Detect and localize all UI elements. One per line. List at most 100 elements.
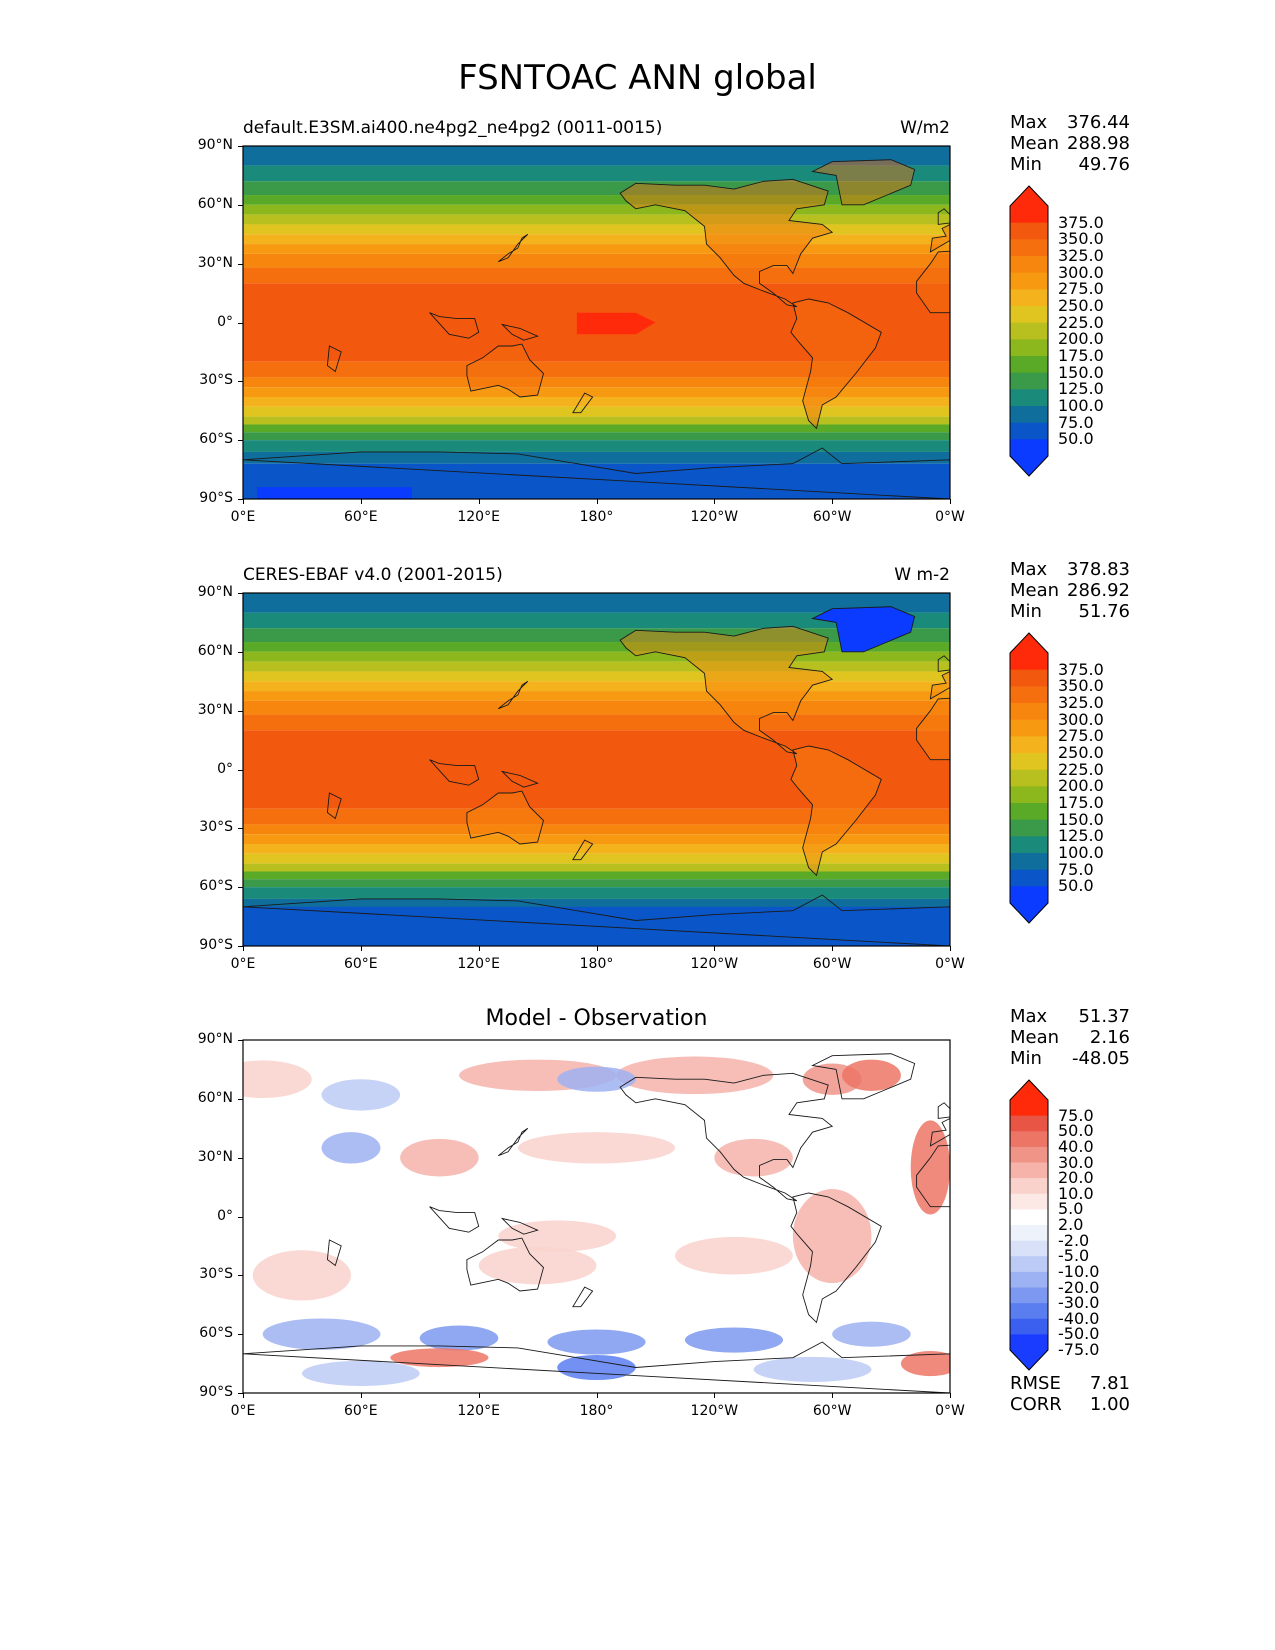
- colorbar-tick-label: -40.0: [1058, 1308, 1100, 1328]
- coastline: [929, 1117, 950, 1147]
- map-band: [243, 714, 950, 731]
- lon-tick-mark: [478, 1393, 480, 1398]
- colorbar-segment: [1010, 869, 1048, 887]
- panel-title-left: CERES-EBAF v4.0 (2001-2015): [243, 565, 503, 585]
- lon-tick-label: 60°E: [343, 956, 378, 972]
- map-band: [243, 397, 950, 407]
- coastline: [937, 1102, 950, 1119]
- lon-tick-mark: [950, 946, 951, 951]
- colorbar-extend-top: [1010, 186, 1048, 206]
- colorbar-tick-label: 275.0: [1058, 279, 1104, 299]
- colorbar-segment: [1010, 1100, 1048, 1117]
- colorbar-tick-label: 225.0: [1058, 759, 1104, 779]
- colorbar-extend-bottom: [1010, 1350, 1048, 1370]
- map-band: [243, 853, 950, 864]
- lon-tick-mark: [596, 1393, 598, 1398]
- colorbar-segment: [1010, 222, 1048, 240]
- colorbar-tick-label: 40.0: [1058, 1136, 1094, 1156]
- colorbar-tick-label: 125.0: [1058, 379, 1104, 399]
- colorbar-segment: [1010, 256, 1048, 274]
- colorbar-segment: [1010, 669, 1048, 687]
- map-band: [243, 879, 950, 888]
- colorbar-segment: [1010, 289, 1048, 307]
- lon-tick-mark: [360, 499, 362, 504]
- map-band: [243, 661, 950, 672]
- lat-tick-label: 60°S: [199, 431, 233, 448]
- anomaly-region: [252, 1250, 352, 1301]
- colorbar-tick-label: 20.0: [1058, 1168, 1094, 1188]
- colorbar-segment: [1010, 356, 1048, 374]
- coastline: [243, 447, 950, 499]
- map-band: [243, 424, 950, 433]
- anomaly-region: [910, 1120, 950, 1215]
- lat-tick-mark: [238, 499, 243, 500]
- colorbar-segment: [1010, 1209, 1048, 1226]
- colorbar-tick-label: 2.0: [1058, 1215, 1084, 1234]
- colorbar-tick-label: 250.0: [1058, 296, 1104, 315]
- map-band: [243, 267, 950, 284]
- lat-tick-mark: [238, 1334, 243, 1336]
- lon-tick-label: 0°W: [935, 509, 965, 525]
- stat-min-value: 51.76: [1078, 601, 1130, 622]
- coastline: [619, 178, 834, 308]
- colorbar-diff: [1009, 1079, 1049, 1371]
- anomaly-region: [753, 1356, 872, 1383]
- lat-tick-mark: [238, 651, 243, 653]
- colorbar-segment: [1010, 406, 1048, 424]
- anomaly-region: [390, 1348, 489, 1368]
- map-band: [243, 863, 950, 872]
- lon-tick-mark: [243, 946, 244, 951]
- land-shading: [466, 159, 950, 429]
- lon-tick-label: 60°E: [343, 509, 378, 525]
- anomaly-region: [557, 1066, 636, 1092]
- map-band: [243, 808, 950, 825]
- map-band: [243, 824, 950, 835]
- colorbar-segment: [1010, 803, 1048, 821]
- lon-tick-label: 180°: [579, 956, 614, 972]
- map-band: [243, 146, 950, 166]
- colorbar-segment: [1010, 239, 1048, 257]
- colorbar-tick-label: 100.0: [1058, 396, 1104, 415]
- lon-tick-mark: [478, 499, 480, 504]
- colorbar-segment: [1010, 1334, 1048, 1351]
- map-band: [243, 642, 950, 652]
- stat-min-label: Min: [1010, 601, 1042, 622]
- lat-tick-label: 60°S: [199, 1325, 233, 1342]
- colorbar-segment: [1010, 686, 1048, 704]
- map-band: [243, 898, 950, 911]
- lon-tick-label: 60°E: [343, 1403, 378, 1419]
- lon-tick-label: 0°E: [230, 956, 256, 972]
- colorbar-outline: [1009, 1079, 1049, 1371]
- coastline: [500, 323, 539, 341]
- lat-tick-label: 60°S: [199, 878, 233, 895]
- lon-tick-label: 120°E: [457, 1403, 500, 1419]
- lon-tick-mark: [596, 499, 598, 504]
- lon-tick-label: 180°: [579, 509, 614, 525]
- anomaly-region: [321, 1132, 381, 1164]
- anomaly-region: [419, 1325, 499, 1351]
- map-band: [243, 730, 950, 809]
- lon-tick-label: 0°E: [230, 509, 256, 525]
- colorbar-tick-label: 50.0: [1058, 876, 1094, 896]
- colorbar-tick-label: 325.0: [1058, 693, 1104, 712]
- coastline: [429, 312, 480, 339]
- colorbar-segment: [1010, 769, 1048, 787]
- figure-title: FSNTOAC ANN global: [458, 58, 817, 98]
- coastline: [243, 894, 950, 946]
- map-band: [243, 651, 950, 662]
- colorbar-extend-top: [1010, 633, 1048, 653]
- anomaly-region: [498, 1220, 617, 1252]
- coastline: [466, 1237, 545, 1292]
- colorbar-obs: [1009, 632, 1049, 924]
- colorbar-tick-label: 5.0: [1058, 1199, 1084, 1219]
- land-shading: [466, 606, 950, 876]
- low-value-strip: [257, 487, 412, 499]
- colorbar-segment: [1010, 736, 1048, 754]
- map-band: [243, 416, 950, 425]
- map-band: [243, 377, 950, 388]
- stat-max-value: 51.37: [1078, 1006, 1130, 1027]
- anomaly-region: [243, 1060, 312, 1099]
- lon-tick-mark: [832, 499, 834, 504]
- stat-min-value: 49.76: [1078, 154, 1130, 175]
- colorbar-tick-label: 325.0: [1058, 246, 1104, 265]
